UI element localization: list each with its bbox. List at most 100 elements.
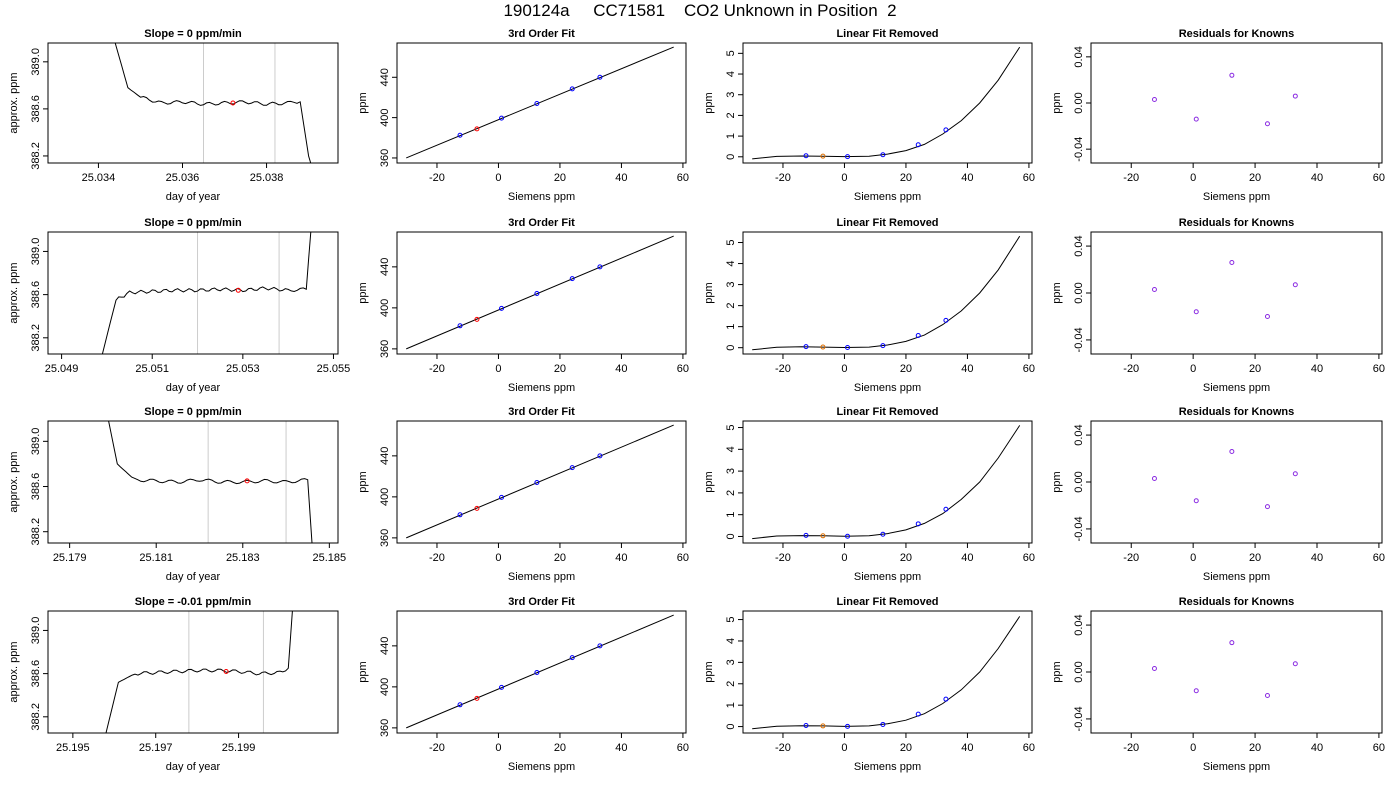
x-tick-label: 20 bbox=[1249, 172, 1261, 184]
x-tick-label: 0 bbox=[1190, 363, 1196, 375]
x-axis-label: day of year bbox=[166, 761, 221, 773]
known-point bbox=[499, 305, 505, 311]
known-point bbox=[534, 480, 540, 486]
y-tick-label: 360 bbox=[379, 149, 391, 167]
x-tick-label: -20 bbox=[429, 363, 445, 375]
known-point bbox=[915, 521, 921, 527]
x-tick-label: 40 bbox=[1311, 552, 1323, 564]
fit-line bbox=[406, 614, 674, 729]
y-tick-label: 388.6 bbox=[30, 95, 42, 123]
x-axis-label: Siemens ppm bbox=[1203, 191, 1270, 203]
residual-point bbox=[1229, 260, 1235, 265]
known-point bbox=[569, 655, 575, 661]
y-tick-label: 3 bbox=[725, 282, 737, 288]
x-axis-label: Siemens ppm bbox=[1203, 382, 1270, 394]
panel-0-3: Residuals for Knowns -20 0 20 40 60 -0.04 0.00 0… bbox=[1051, 28, 1385, 203]
known-point bbox=[803, 344, 809, 350]
series-line bbox=[752, 425, 1021, 540]
y-tick-label: 389.0 bbox=[30, 48, 42, 76]
panel-2-0: Slope = 0 ppm/min 25.179 25.181 25.183 25.18… bbox=[8, 406, 346, 583]
unknown-point bbox=[820, 533, 826, 539]
known-point bbox=[803, 723, 809, 729]
x-tick-label: 40 bbox=[961, 363, 973, 375]
x-tick-label: 40 bbox=[615, 363, 627, 375]
panel-1-0: Slope = 0 ppm/min 25.049 25.051 25.053 25.05… bbox=[8, 217, 350, 394]
x-tick-label: -20 bbox=[429, 742, 445, 754]
x-tick-label: 60 bbox=[1373, 172, 1385, 184]
known-point bbox=[457, 323, 463, 329]
x-tick-label: 25.195 bbox=[56, 742, 90, 754]
y-axis-label: ppm bbox=[357, 661, 369, 682]
x-tick-label: 60 bbox=[677, 363, 689, 375]
x-tick-label: 0 bbox=[495, 363, 501, 375]
residual-point bbox=[1264, 692, 1270, 698]
fit-line bbox=[406, 46, 674, 159]
panel-title: Residuals for Knowns bbox=[1179, 406, 1295, 418]
panel-2-3: Residuals for Knowns -20 0 20 40 60 -0.04 0.00 0… bbox=[1051, 406, 1385, 583]
plot-frame bbox=[742, 610, 1033, 734]
y-axis-label: ppm bbox=[703, 282, 715, 303]
x-tick-label: 25.197 bbox=[139, 742, 173, 754]
x-tick-label: 60 bbox=[1023, 552, 1035, 564]
y-tick-label: 389.0 bbox=[30, 428, 42, 456]
y-tick-label: 4 bbox=[725, 260, 737, 266]
y-axis-label: ppm bbox=[703, 471, 715, 492]
known-point bbox=[845, 344, 851, 350]
y-tick-label: -0.04 bbox=[1073, 327, 1085, 352]
x-tick-label: 40 bbox=[615, 172, 627, 184]
x-tick-label: 20 bbox=[1249, 742, 1261, 754]
unknown-point bbox=[244, 478, 250, 484]
y-tick-label: 388.6 bbox=[30, 281, 42, 309]
x-tick-label: 60 bbox=[1023, 363, 1035, 375]
known-point bbox=[915, 711, 921, 717]
panel-title: 3rd Order Fit bbox=[508, 406, 575, 418]
x-tick-label: 0 bbox=[495, 172, 501, 184]
panel-3-1: 3rd Order Fit -20 0 20 40 60 360 400 440 Siemens … bbox=[357, 596, 689, 773]
x-tick-label: 40 bbox=[961, 172, 973, 184]
x-axis-label: Siemens ppm bbox=[508, 382, 575, 394]
y-tick-label: 0.00 bbox=[1073, 661, 1085, 682]
panel-title: Residuals for Knowns bbox=[1179, 217, 1295, 229]
known-point bbox=[534, 291, 540, 297]
fit-line bbox=[406, 424, 674, 539]
y-tick-label: 0 bbox=[725, 724, 737, 730]
x-tick-label: 25.055 bbox=[317, 363, 351, 375]
known-point bbox=[499, 684, 505, 690]
y-tick-label: 360 bbox=[379, 719, 391, 737]
y-tick-label: -0.04 bbox=[1073, 706, 1085, 731]
residual-point bbox=[1151, 97, 1157, 103]
y-axis-label: ppm bbox=[1051, 661, 1063, 682]
panel-title: Residuals for Knowns bbox=[1179, 596, 1295, 608]
y-axis-label: ppm bbox=[357, 92, 369, 113]
known-point bbox=[569, 86, 575, 92]
known-point bbox=[845, 533, 851, 539]
x-tick-label: -20 bbox=[429, 552, 445, 564]
plot-frame bbox=[1090, 42, 1383, 164]
x-tick-label: 0 bbox=[841, 363, 847, 375]
known-point bbox=[499, 115, 505, 121]
unknown-point bbox=[474, 126, 480, 132]
known-point bbox=[943, 696, 949, 702]
y-axis-label: ppm bbox=[1051, 471, 1063, 492]
unknown-point bbox=[474, 316, 480, 322]
x-tick-label: 60 bbox=[1023, 172, 1035, 184]
residual-point bbox=[1292, 93, 1298, 99]
plot-frame bbox=[1090, 231, 1383, 355]
x-tick-label: 60 bbox=[1023, 742, 1035, 754]
x-tick-label: -20 bbox=[775, 363, 791, 375]
y-tick-label: 2 bbox=[725, 681, 737, 687]
residual-point bbox=[1292, 471, 1298, 477]
y-tick-label: 400 bbox=[379, 108, 391, 126]
x-axis-label: Siemens ppm bbox=[508, 571, 575, 583]
residual-point bbox=[1193, 309, 1199, 315]
y-tick-label: 440 bbox=[379, 258, 391, 276]
residual-point bbox=[1264, 504, 1270, 510]
known-point bbox=[569, 465, 575, 471]
x-tick-label: -20 bbox=[775, 172, 791, 184]
x-tick-label: 40 bbox=[615, 552, 627, 564]
y-tick-label: 388.6 bbox=[30, 473, 42, 501]
y-axis-label: approx. ppm bbox=[8, 262, 20, 323]
y-tick-label: 400 bbox=[379, 299, 391, 317]
unknown-point bbox=[474, 505, 480, 511]
